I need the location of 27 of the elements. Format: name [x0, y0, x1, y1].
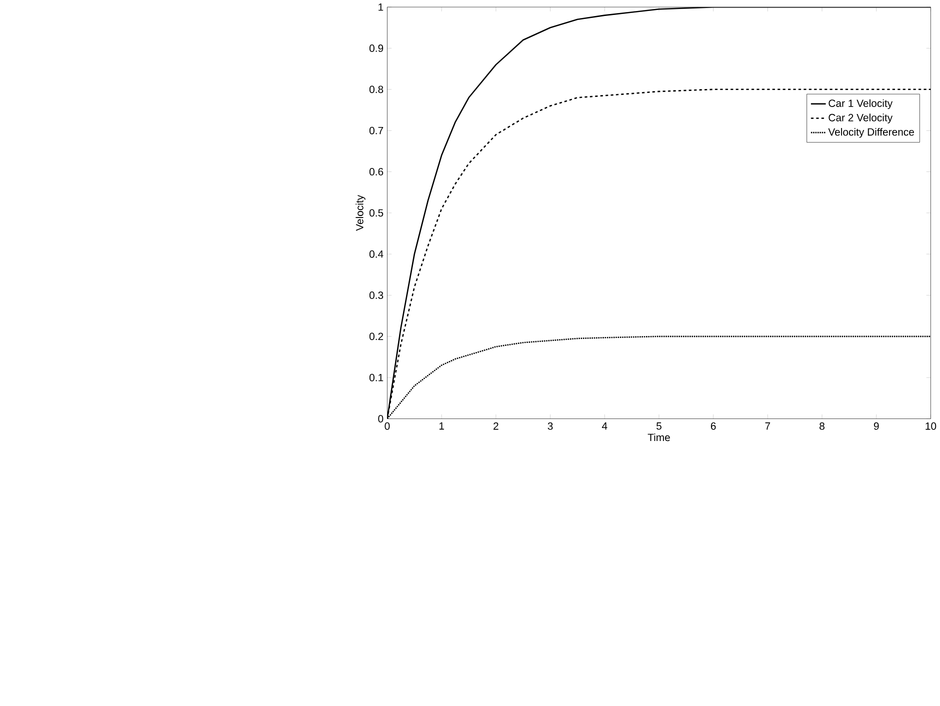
x-tick-label: 3: [548, 422, 553, 430]
y-tick-label: 0.3: [369, 292, 384, 299]
y-tick-label: 0.6: [369, 168, 384, 176]
x-tick-label: 9: [874, 422, 879, 430]
x-tick-label: 1: [439, 422, 444, 430]
y-tick-label: 0.8: [369, 86, 384, 94]
x-tick-label: 7: [765, 422, 770, 430]
x-tick-label: 6: [710, 422, 716, 430]
y-tick-label: 0: [378, 415, 384, 422]
legend-label: Car 2 Velocity: [828, 114, 893, 124]
x-tick-label: 4: [602, 422, 608, 430]
y-axis-title: Velocity: [356, 194, 366, 231]
x-tick-label: 2: [494, 422, 498, 430]
x-tick-label: 8: [820, 422, 824, 430]
legend-label: Car 1 Velocity: [828, 99, 893, 110]
x-axis-title: Time: [648, 434, 670, 442]
y-tick-label: 0.4: [369, 250, 384, 258]
y-tick-label: 0.9: [369, 44, 384, 52]
x-tick-label: 5: [656, 422, 662, 430]
y-tick-label: 1: [378, 4, 384, 11]
y-tick-label: 0.5: [369, 209, 384, 217]
y-tick-label: 0.7: [369, 126, 384, 134]
x-tick-label: 0: [384, 422, 390, 430]
y-tick-label: 0.1: [369, 374, 384, 382]
legend-label: Velocity Difference: [828, 128, 914, 138]
y-tick-label: 0.2: [369, 332, 384, 340]
x-tick-label: 10: [926, 422, 936, 430]
